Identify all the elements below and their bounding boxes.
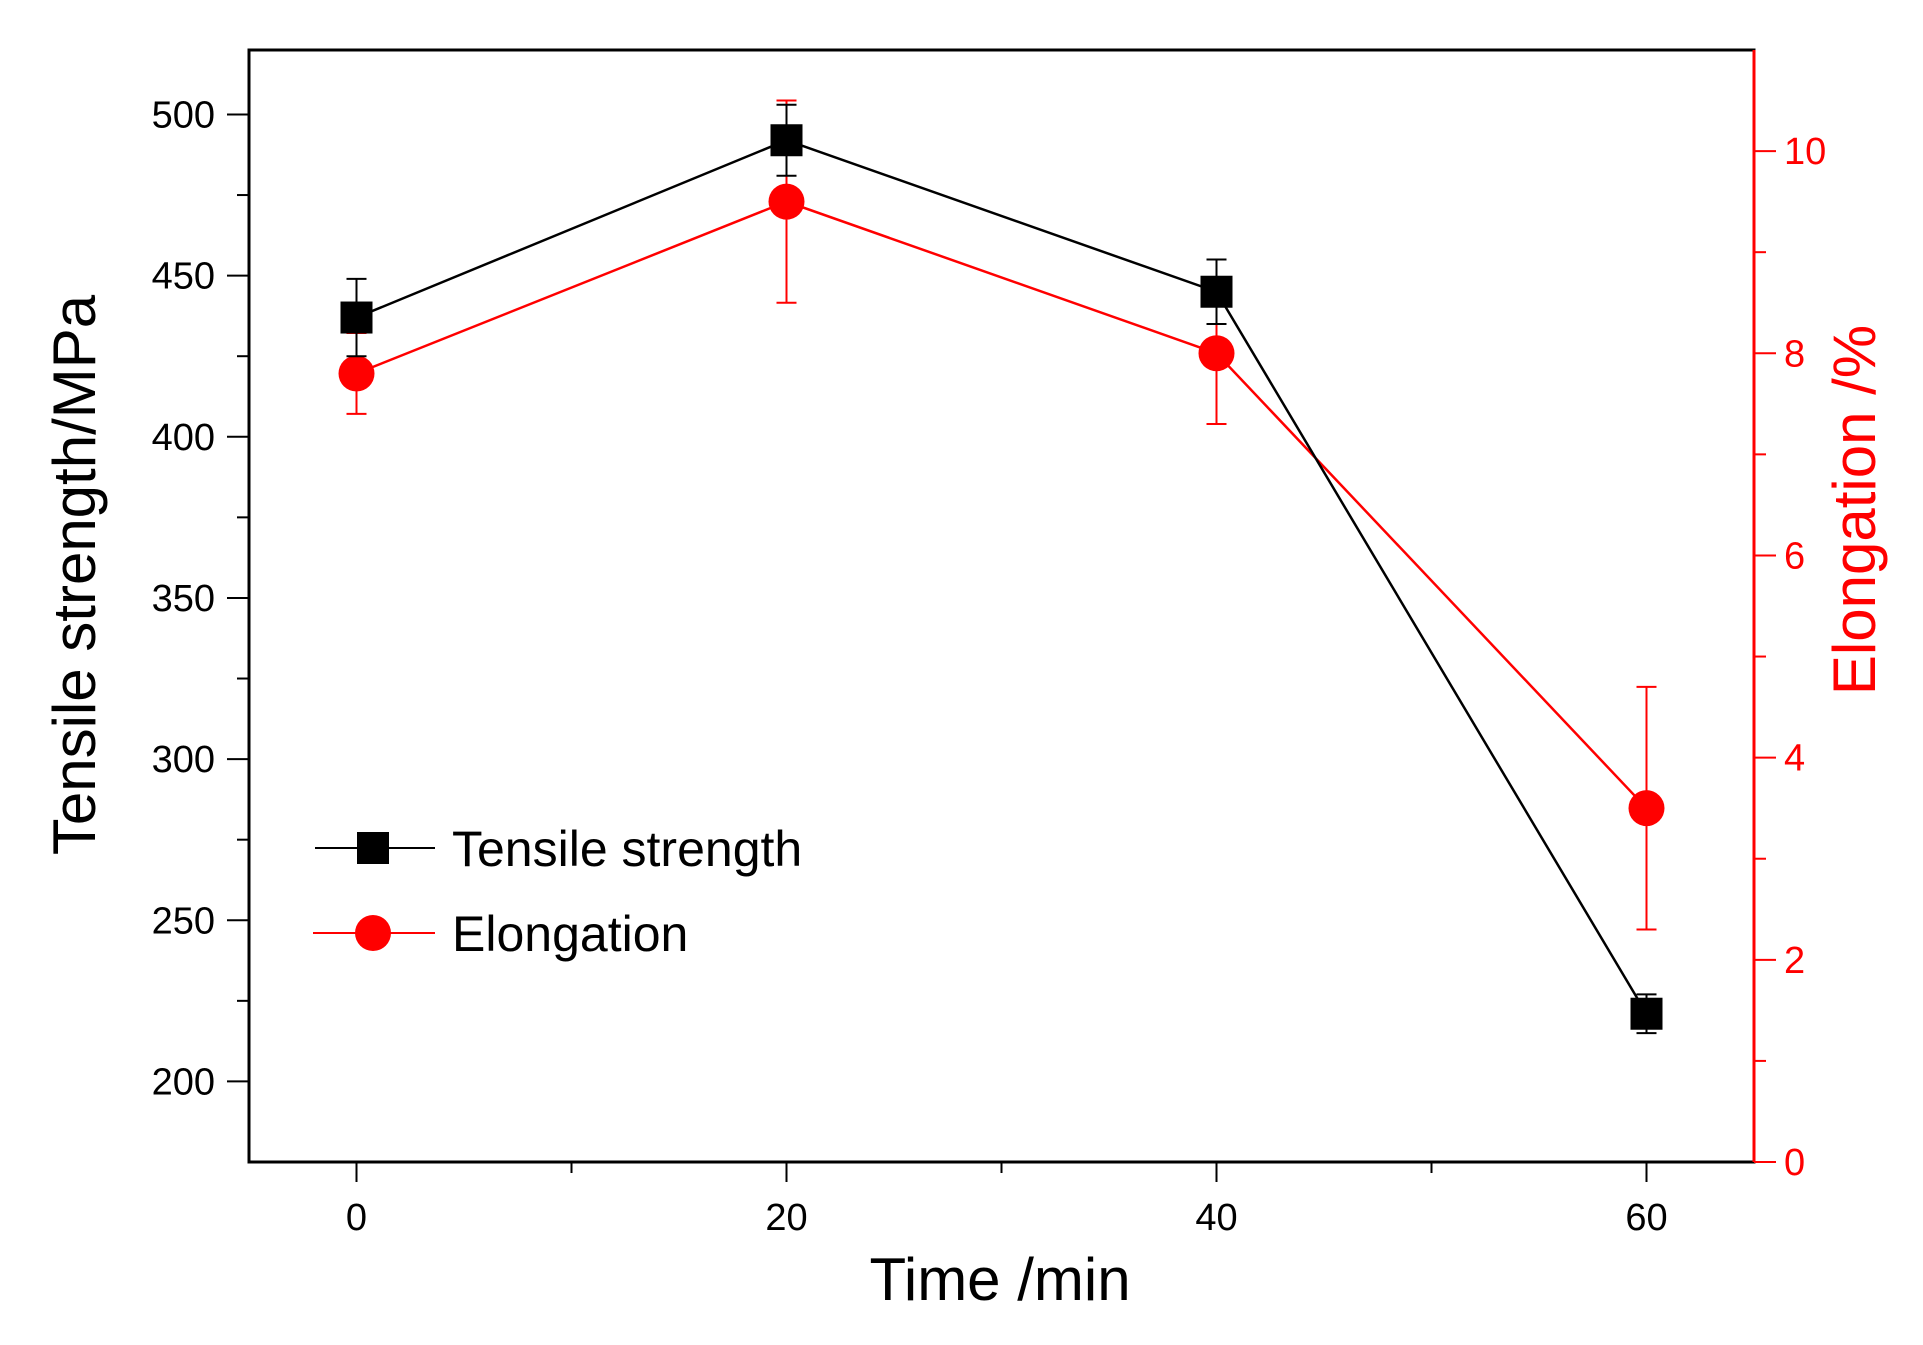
y2-tick-label-3: 6 [1784, 535, 1805, 577]
y-tick-label-2: 300 [152, 739, 215, 781]
tensile-point-2 [1200, 275, 1233, 308]
x-tick-label-1: 20 [765, 1197, 807, 1239]
legend-label-tensile: Tensile strength [452, 821, 802, 877]
y2-tick-label-1: 2 [1784, 940, 1805, 982]
left-axis: 200 250 300 350 400 450 500 [152, 94, 249, 1103]
elongation-point-3 [1628, 790, 1665, 827]
y-tick-label-0: 200 [152, 1061, 215, 1103]
y2-tick-label-4: 8 [1784, 333, 1805, 375]
right-axis: 0 2 4 6 8 10 [1752, 50, 1826, 1184]
y2-tick-label-5: 10 [1784, 131, 1826, 173]
y-tick-label-4: 400 [152, 417, 215, 459]
y-axis-title: Tensile strength/MPa [41, 294, 108, 855]
y2-axis-title: Elongation /% [1821, 325, 1888, 695]
y2-tick-label-2: 4 [1784, 738, 1805, 780]
elongation-point-2 [1198, 335, 1235, 372]
tensile-point-1 [770, 124, 803, 157]
tensile-point-3 [1630, 997, 1663, 1030]
y-tick-label-1: 250 [152, 900, 215, 942]
y-tick-label-6: 500 [152, 94, 215, 136]
y-tick-label-5: 450 [152, 256, 215, 298]
tensile-line [356, 138, 1648, 1015]
legend-marker-elongation [355, 915, 391, 951]
elongation-point-0 [338, 355, 375, 392]
elongation-point-1 [768, 183, 805, 220]
tensile-point-0 [340, 301, 373, 334]
bottom-axis: 0 20 40 60 [346, 1162, 1668, 1239]
x-axis-title: Time /min [869, 1246, 1130, 1313]
legend: Tensile strength Elongation [313, 821, 802, 962]
legend-label-elongation: Elongation [452, 906, 688, 962]
x-tick-label-2: 40 [1195, 1197, 1237, 1239]
y2-tick-label-0: 0 [1784, 1142, 1805, 1184]
x-tick-label-3: 60 [1625, 1197, 1667, 1239]
elongation-line [356, 200, 1648, 810]
legend-marker-tensile [357, 832, 389, 864]
y-tick-label-3: 350 [152, 578, 215, 620]
x-tick-label-0: 0 [346, 1197, 367, 1239]
series-layer [338, 99, 1665, 1035]
